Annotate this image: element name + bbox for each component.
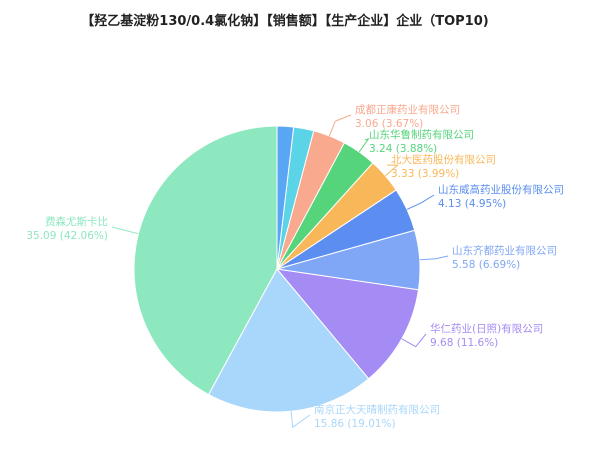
leader-line [358,137,370,153]
leader-line [290,411,311,429]
pie-slice[interactable] [133,125,278,396]
slice-label: 北大医药股份有限公司 3.33 (3.99%) [391,153,496,180]
slice-label: 山东华鲁制药有限公司 3.24 (3.88%) [369,128,474,155]
leader-line [385,164,399,177]
slice-label: 华仁药业(日照)有限公司 9.68 (11.6%) [430,322,543,349]
leader-line [328,114,352,137]
pie-slice[interactable] [275,268,420,380]
leader-line [419,255,449,261]
leader-line [406,194,435,210]
slice-label: 成都正康药业有限公司 3.06 (3.67%) [355,103,460,130]
leader-line [401,333,427,348]
slice-label: 山东威高药业股份有限公司 4.13 (4.95%) [438,183,564,210]
pie-slice[interactable] [276,125,295,270]
slice-label: 费森尤斯卡比 35.09 (42.06%) [26,215,108,242]
chart-title: 【羟乙基淀粉130/0.4氯化钠】【销售额】【生产企业】企业（TOP10) [81,13,488,29]
slice-label: 南京正大天晴制药有限公司 15.86 (19.01%) [314,403,440,430]
slice-label: 山东齐都药业有限公司 5.58 (6.69%) [452,244,557,271]
leader-line [111,226,139,235]
